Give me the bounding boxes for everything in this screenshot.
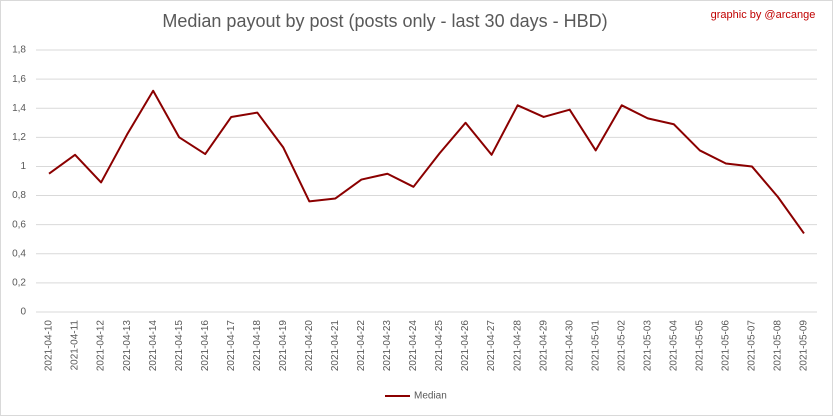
- x-tick-label: 2021-05-07: [747, 320, 758, 372]
- y-tick-label: 0,6: [12, 219, 26, 230]
- y-tick-label: 1,2: [12, 132, 26, 143]
- x-tick-label: 2021-04-15: [174, 320, 185, 372]
- x-tick-label: 2021-04-11: [70, 320, 81, 371]
- x-tick-label: 2021-04-22: [356, 320, 367, 372]
- x-tick-label: 2021-04-26: [460, 320, 471, 372]
- x-tick-label: 2021-04-29: [538, 320, 549, 372]
- chart-title: Median payout by post (posts only - last…: [162, 11, 607, 31]
- y-tick-label: 0: [20, 307, 26, 318]
- x-tick-label: 2021-04-16: [200, 320, 211, 372]
- y-tick-label: 1,8: [12, 45, 26, 56]
- x-tick-label: 2021-05-02: [616, 320, 627, 372]
- x-tick-label: 2021-04-17: [226, 320, 237, 372]
- legend-label: Median: [414, 391, 447, 402]
- y-tick-label: 1,4: [12, 103, 26, 114]
- x-tick-label: 2021-04-13: [122, 320, 133, 372]
- x-tick-label: 2021-04-30: [564, 320, 575, 372]
- y-tick-label: 1,6: [12, 74, 26, 85]
- line: [48, 89, 805, 234]
- x-tick-label: 2021-04-21: [330, 320, 341, 372]
- x-tick-label: 2021-04-10: [44, 320, 55, 372]
- x-tick-label: 2021-05-05: [694, 320, 705, 372]
- x-tick-label: 2021-05-09: [799, 320, 810, 372]
- x-tick-label: 2021-04-28: [512, 320, 523, 372]
- x-tick-label: 2021-05-04: [668, 320, 679, 372]
- x-tick-label: 2021-05-03: [642, 320, 653, 372]
- credit: graphic by @arcange: [711, 9, 816, 21]
- x-tick-label: 2021-04-14: [148, 320, 159, 372]
- x-tick-label: 2021-04-23: [382, 320, 393, 372]
- y-tick-label: 0,2: [12, 278, 26, 289]
- y-tick-label: 0,4: [12, 248, 26, 259]
- x-tick-label: 2021-05-06: [721, 320, 732, 372]
- x-tick-label: 2021-04-20: [304, 320, 315, 372]
- y-tick-label: 1: [20, 161, 26, 172]
- x-tick-label: 2021-04-25: [434, 320, 445, 372]
- y-tick-label: 0,8: [12, 190, 26, 201]
- x-tick-label: 2021-04-18: [252, 320, 263, 372]
- x-tick-label: 2021-04-24: [408, 320, 419, 372]
- x-tick-label: 2021-04-19: [278, 320, 289, 372]
- x-tick-label: 2021-04-12: [96, 320, 107, 372]
- x-tick-label: 2021-04-27: [486, 320, 497, 372]
- x-tick-label: 2021-05-01: [590, 320, 601, 372]
- x-tick-label: 2021-05-08: [773, 320, 784, 372]
